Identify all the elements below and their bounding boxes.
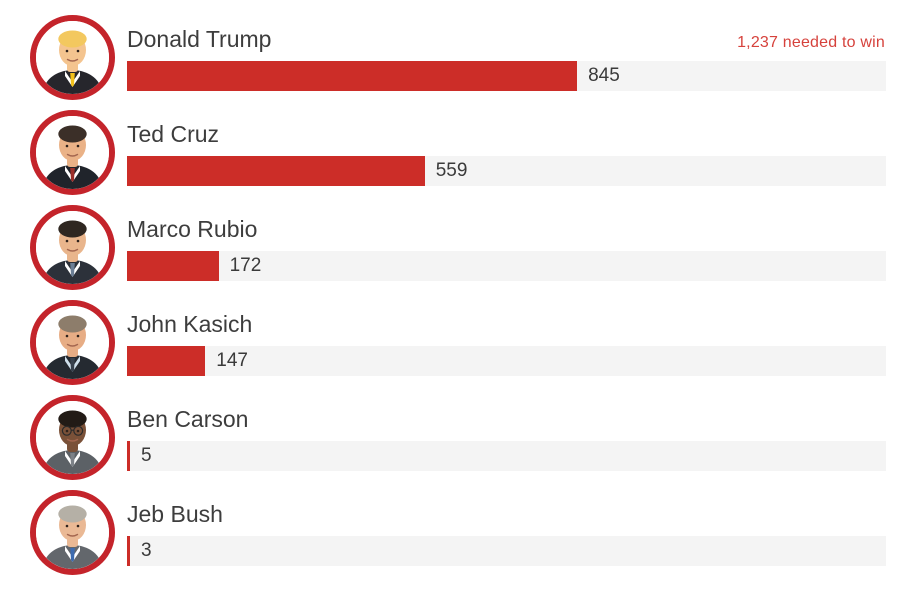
mouth-shape	[66, 58, 79, 62]
candidate-name: John Kasich	[127, 310, 253, 337]
candidate-row: Donald Trump 845	[30, 15, 886, 100]
hair-shape	[58, 220, 87, 238]
candidate-rows: Donald Trump 845 Ted Cr	[30, 15, 886, 575]
mouth-shape	[66, 248, 79, 252]
candidate-row: Ted Cruz 559	[30, 110, 886, 195]
tie-shape	[70, 358, 75, 372]
mouth-shape	[66, 533, 79, 537]
candidate-name: Ben Carson	[127, 405, 249, 432]
bar-track: 5	[127, 440, 886, 471]
candidate-portrait-illustration	[36, 496, 109, 569]
hair-shape	[58, 505, 87, 523]
candidate-row: Ben Carson 5	[30, 395, 886, 480]
candidate-name: Ted Cruz	[127, 120, 220, 147]
candidate-row: John Kasich 147	[30, 300, 886, 385]
row-content: Donald Trump 845	[127, 25, 886, 91]
eye-icon	[65, 144, 69, 148]
bar-fill	[127, 60, 578, 91]
eye-icon	[65, 49, 69, 53]
candidate-portrait-illustration	[36, 116, 109, 189]
row-content: Marco Rubio 172	[127, 215, 886, 281]
hair-shape	[58, 315, 87, 333]
candidate-avatar	[30, 110, 115, 195]
delegate-count: 172	[229, 254, 262, 276]
tie-shape	[70, 73, 75, 87]
bar-fill	[127, 155, 425, 186]
mouth-shape	[66, 438, 79, 442]
eye-icon	[76, 144, 80, 148]
mouth-shape	[66, 153, 79, 157]
eye-icon	[65, 429, 69, 433]
candidate-name: Donald Trump	[127, 25, 272, 52]
delegate-count: 147	[216, 349, 248, 371]
eye-icon	[65, 524, 69, 528]
eye-icon	[76, 524, 80, 528]
candidate-avatar	[30, 205, 115, 290]
candidate-name: Jeb Bush	[127, 500, 223, 527]
eye-icon	[76, 49, 80, 53]
candidate-portrait-illustration	[36, 401, 109, 474]
candidate-avatar	[30, 395, 115, 480]
candidate-avatar	[30, 490, 115, 575]
hair-shape	[58, 30, 87, 48]
candidate-portrait-illustration	[36, 21, 109, 94]
tie-shape	[70, 168, 75, 182]
bar-track: 172	[127, 250, 886, 281]
candidate-row: Marco Rubio 172	[30, 205, 886, 290]
eye-icon	[76, 429, 80, 433]
bar-fill	[127, 345, 206, 376]
tie-shape	[70, 263, 75, 277]
delegate-count: 3	[141, 539, 152, 561]
bar-track: 147	[127, 345, 886, 376]
candidate-portrait-illustration	[36, 306, 109, 379]
bar-fill	[127, 440, 130, 471]
hair-shape	[58, 125, 87, 143]
row-content: Ted Cruz 559	[127, 120, 886, 186]
row-content: Jeb Bush 3	[127, 500, 886, 566]
bar-track: 3	[127, 535, 886, 566]
delegate-count: 5	[141, 444, 152, 466]
delegate-count: 559	[435, 159, 468, 181]
row-content: Ben Carson 5	[127, 405, 886, 471]
tie-shape	[70, 453, 75, 467]
needed-to-win-label: 1,237 needed to win	[737, 34, 885, 51]
eye-icon	[76, 334, 80, 338]
bar-fill	[127, 535, 130, 566]
eye-icon	[76, 239, 80, 243]
candidate-avatar	[30, 300, 115, 385]
glasses-icon	[61, 425, 84, 436]
bar-track: 845	[127, 60, 886, 91]
eye-icon	[65, 334, 69, 338]
candidate-portrait-illustration	[36, 211, 109, 284]
hair-shape	[58, 410, 87, 428]
eye-icon	[65, 239, 69, 243]
row-content: John Kasich 147	[127, 310, 886, 376]
mouth-shape	[66, 343, 79, 347]
candidate-avatar	[30, 15, 115, 100]
bar-fill	[127, 250, 219, 281]
delegate-count: 845	[588, 64, 620, 86]
bar-track: 559	[127, 155, 886, 186]
tie-shape	[70, 548, 75, 562]
candidate-row: Jeb Bush 3	[30, 490, 886, 575]
candidate-name: Marco Rubio	[127, 215, 258, 242]
